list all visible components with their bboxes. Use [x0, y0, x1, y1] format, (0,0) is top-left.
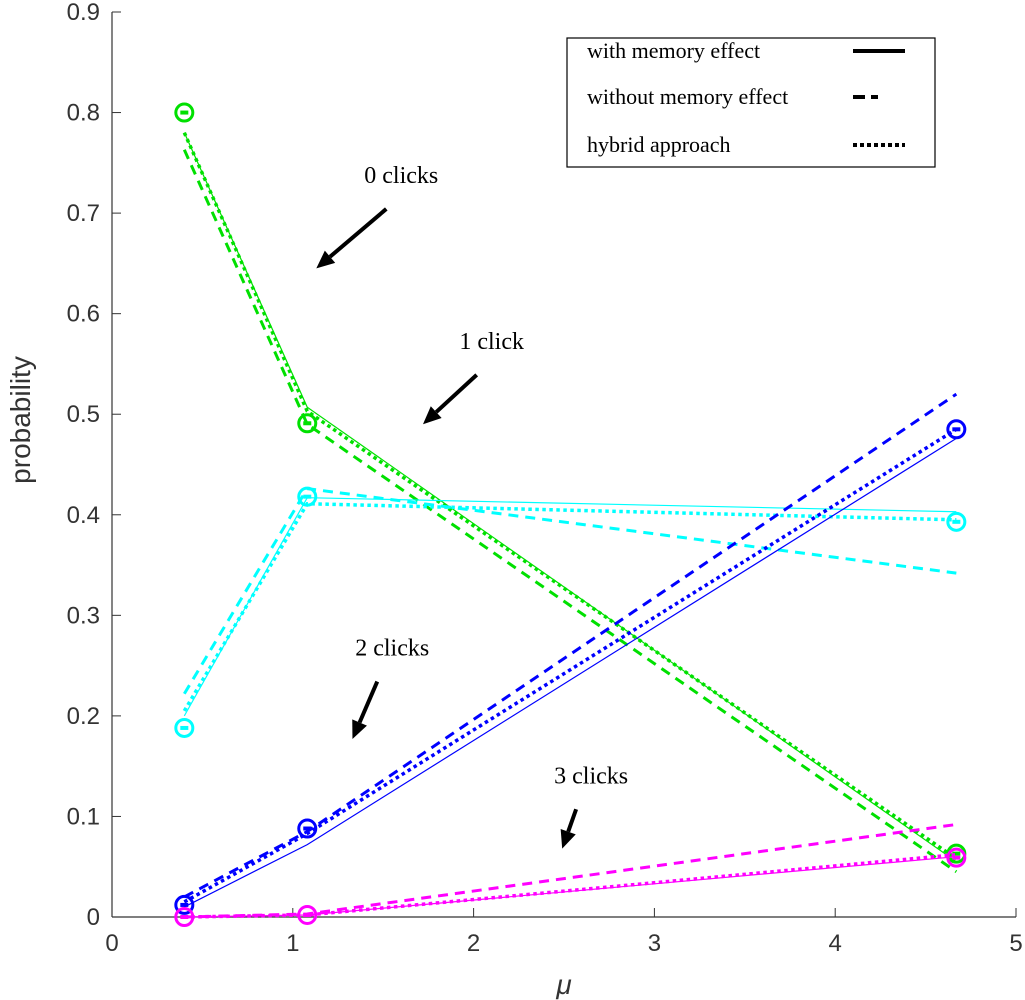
- legend-label: with memory effect: [587, 38, 760, 63]
- annotation-label: 2 clicks: [355, 636, 429, 662]
- errorbar-1-click: [180, 725, 189, 730]
- marker-3-clicks: [174, 907, 195, 927]
- x-tick-label: 1: [286, 930, 299, 957]
- y-tick-label: 0.2: [67, 703, 100, 730]
- y-tick-label: 0.1: [67, 803, 100, 830]
- y-tick-label: 0.8: [67, 100, 100, 127]
- y-tick-label: 0.9: [67, 0, 100, 26]
- y-tick-label: 0.7: [67, 200, 100, 227]
- marker-2-clicks: [174, 894, 195, 915]
- x-tick-label: 5: [1009, 930, 1022, 957]
- annotation-arrowhead: [560, 828, 576, 849]
- annotation-label: 0 clicks: [364, 163, 438, 189]
- annotation-arrowhead: [316, 250, 336, 269]
- y-tick-label: 0.6: [67, 301, 100, 328]
- annotation-arrowhead: [352, 719, 367, 740]
- marker-0-clicks: [174, 102, 195, 123]
- legend-label: hybrid approach: [587, 132, 731, 157]
- errorbar-1-click: [952, 519, 961, 524]
- errorbar-3-clicks: [180, 915, 189, 919]
- annotation-arrow: [434, 373, 479, 414]
- marker-2-clicks: [946, 419, 967, 440]
- marker-0-clicks: [297, 413, 318, 434]
- legend: with memory effect without memory effect h…: [566, 37, 936, 168]
- x-tick-label: 4: [829, 930, 842, 957]
- errorbar-2-clicks: [180, 902, 189, 907]
- errorbar-1-click: [303, 494, 312, 499]
- y-axis-label: probability: [5, 356, 36, 484]
- annotation-arrow: [566, 808, 579, 833]
- y-tick-label: 0.4: [67, 502, 100, 529]
- marker-1-click: [946, 511, 967, 532]
- x-tick-label: 2: [467, 930, 480, 957]
- legend-box: [566, 37, 936, 168]
- errorbar-0-clicks: [952, 851, 961, 856]
- marker-2-clicks: [297, 818, 318, 839]
- axes: 0 1 2 3 4 5 0 0.1 0.2 0.3 0.4 0.5 0.6 0.7 0.8 0.9: [67, 0, 1023, 957]
- y-tick-label: 0.5: [67, 401, 100, 428]
- y-tick-label: 0: [87, 904, 100, 931]
- marker-3-clicks: [946, 847, 967, 868]
- errorbar-3-clicks: [952, 855, 961, 860]
- y-tick-label: 0.3: [67, 602, 100, 629]
- line-3-clicks-hybrid: [184, 852, 957, 919]
- series-layer: [174, 102, 967, 927]
- annotation-label: 3 clicks: [554, 763, 628, 789]
- errorbar-2-clicks: [303, 826, 312, 831]
- line-2-clicks-hybrid: [183, 427, 958, 904]
- line-2-clicks-with-memory: [184, 437, 957, 908]
- annotation-arrowhead: [422, 406, 442, 425]
- x-axis-label: μ: [555, 969, 571, 1000]
- errorbar-0-clicks: [303, 421, 312, 426]
- line-0-clicks-hybrid: [182, 131, 958, 861]
- annotations: 0 clicks 1 click 2 clicks 3 clicks: [316, 163, 628, 849]
- annotation-arrow: [357, 680, 380, 724]
- errorbar-3-clicks: [303, 912, 312, 917]
- marker-1-click: [174, 717, 195, 738]
- errorbar-2-clicks: [952, 427, 961, 432]
- marker-3-clicks: [297, 904, 318, 925]
- x-tick-label: 3: [648, 930, 661, 957]
- annotation-label: 1 click: [459, 329, 524, 355]
- x-tick-label: 0: [105, 930, 118, 957]
- marker-1-click: [297, 486, 318, 507]
- legend-label: without memory effect: [587, 84, 788, 109]
- annotation-arrow: [328, 207, 388, 259]
- errorbar-0-clicks: [180, 110, 189, 115]
